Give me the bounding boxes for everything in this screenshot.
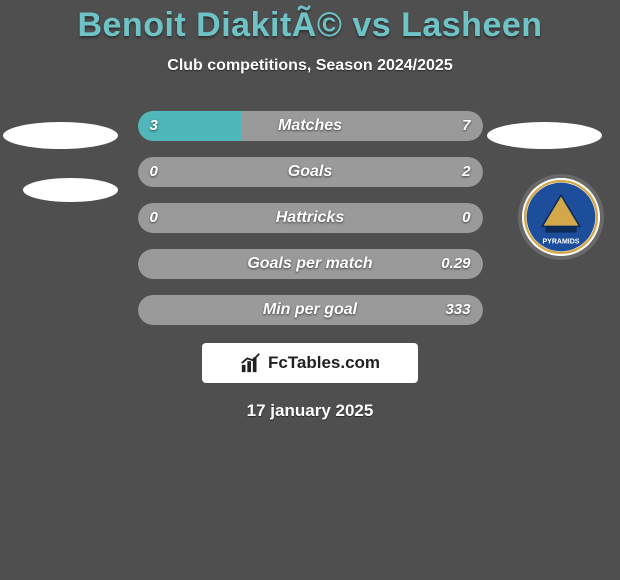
player1-club-placeholder [23,178,118,202]
bars-chart-icon [240,352,262,374]
player2-club-crest: PYRAMIDS [522,178,600,256]
stat-row: 37Matches [138,111,483,141]
stat-label: Goals per match [138,249,483,279]
comparison-card: Benoit DiakitÃ© vs Lasheen Club competit… [0,0,620,580]
page-title: Benoit DiakitÃ© vs Lasheen [0,0,620,45]
stat-row: 02Goals [138,157,483,187]
stat-label: Hattricks [138,203,483,233]
pyramids-crest-icon: PYRAMIDS [522,178,600,256]
stat-label: Matches [138,111,483,141]
subtitle: Club competitions, Season 2024/2025 [0,57,620,75]
brand-badge[interactable]: FcTables.com [202,343,418,383]
stat-label: Min per goal [138,295,483,325]
stat-row: 00Hattricks [138,203,483,233]
stat-label: Goals [138,157,483,187]
brand-text: FcTables.com [268,353,380,373]
player2-badge-placeholder [487,122,602,149]
stat-row: 0.29Goals per match [138,249,483,279]
svg-text:PYRAMIDS: PYRAMIDS [543,239,580,246]
player1-badge-placeholder [3,122,118,149]
date-label: 17 january 2025 [0,401,620,421]
stat-row: 333Min per goal [138,295,483,325]
